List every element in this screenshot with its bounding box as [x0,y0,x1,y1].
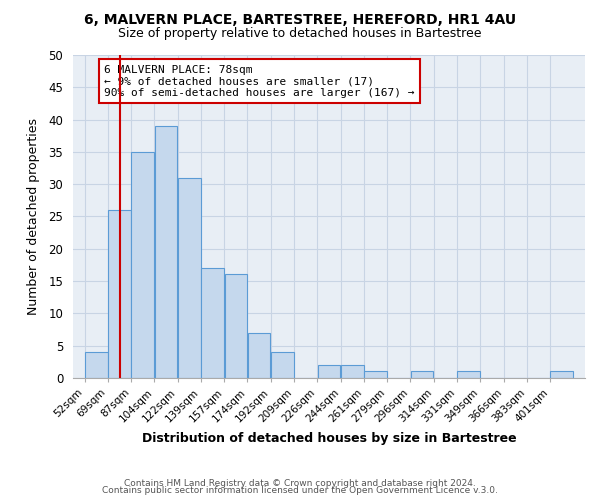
Bar [364,372,387,378]
Bar [178,178,200,378]
Bar [224,274,247,378]
Y-axis label: Number of detached properties: Number of detached properties [27,118,40,315]
Text: Contains public sector information licensed under the Open Government Licence v.: Contains public sector information licen… [102,486,498,495]
Text: 6 MALVERN PLACE: 78sqm
← 9% of detached houses are smaller (17)
90% of semi-deta: 6 MALVERN PLACE: 78sqm ← 9% of detached … [104,64,415,98]
Bar [131,152,154,378]
Bar [411,372,433,378]
Text: Size of property relative to detached houses in Bartestree: Size of property relative to detached ho… [118,28,482,40]
Bar [550,372,573,378]
Text: Contains HM Land Registry data © Crown copyright and database right 2024.: Contains HM Land Registry data © Crown c… [124,478,476,488]
Bar [341,365,364,378]
X-axis label: Distribution of detached houses by size in Bartestree: Distribution of detached houses by size … [142,432,516,445]
Bar [85,352,107,378]
Bar [155,126,178,378]
Bar [248,332,271,378]
Text: 6, MALVERN PLACE, BARTESTREE, HEREFORD, HR1 4AU: 6, MALVERN PLACE, BARTESTREE, HEREFORD, … [84,12,516,26]
Bar [457,372,480,378]
Bar [271,352,294,378]
Bar [317,365,340,378]
Bar [201,268,224,378]
Bar [108,210,131,378]
